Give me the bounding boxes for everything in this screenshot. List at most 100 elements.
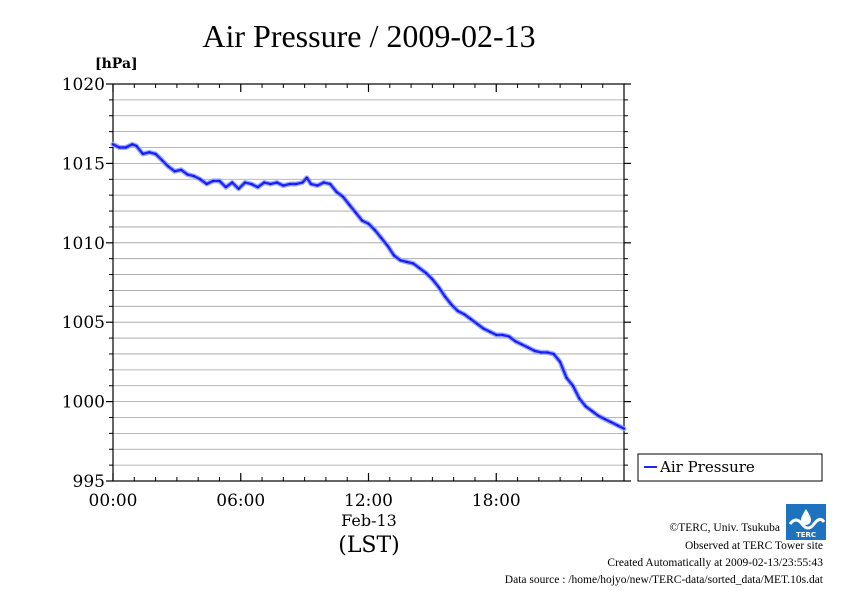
y-axis-unit-label: [hPa] xyxy=(95,56,138,72)
legend: Air Pressure xyxy=(637,453,823,482)
y-tick-label: 1000 xyxy=(62,393,105,413)
data-point xyxy=(282,184,285,187)
data-point xyxy=(301,181,304,184)
data-point xyxy=(173,170,176,173)
legend-label: Air Pressure xyxy=(659,458,755,476)
x-axis-ticks: 00:00 06:00 12:00 18:00 xyxy=(89,84,604,511)
data-point xyxy=(263,181,266,184)
x-tick-label: 12:00 xyxy=(344,491,393,511)
x-tick-label: 18:00 xyxy=(472,491,521,511)
series-line-air-pressure xyxy=(111,143,626,430)
data-point xyxy=(205,183,208,185)
data-point xyxy=(361,219,364,222)
data-point xyxy=(186,173,189,176)
data-point xyxy=(399,259,402,262)
x-tick-label: 06:00 xyxy=(216,491,265,511)
data-point xyxy=(124,146,127,149)
data-point xyxy=(288,183,291,185)
x-axis-timezone-label: (LST) xyxy=(338,533,400,558)
data-point xyxy=(425,272,427,274)
data-point xyxy=(373,229,376,231)
data-point xyxy=(603,418,606,420)
data-point xyxy=(482,327,485,330)
data-point xyxy=(310,183,312,185)
data-point xyxy=(431,278,434,281)
data-point xyxy=(540,351,542,354)
data-point xyxy=(597,414,600,417)
data-point xyxy=(237,187,240,190)
data-point xyxy=(520,343,523,346)
y-tick-label: 995 xyxy=(73,472,105,492)
y-tick-label: 1005 xyxy=(62,313,105,333)
data-point xyxy=(322,181,325,184)
plot-frame xyxy=(112,83,625,482)
terc-logo-text: TERC xyxy=(796,531,816,539)
data-point xyxy=(250,183,253,185)
data-point xyxy=(412,262,415,265)
data-point xyxy=(335,191,338,193)
data-point xyxy=(316,184,319,187)
copyright-text: ©TERC, Univ. Tsukuba xyxy=(670,522,780,534)
data-point xyxy=(244,181,246,184)
data-point xyxy=(584,405,587,408)
created-text: Created Automatically at 2009-02-13/23:5… xyxy=(607,557,823,569)
data-point xyxy=(167,165,170,168)
data-point xyxy=(527,346,530,349)
x-tick-label: 00:00 xyxy=(89,491,138,511)
data-point xyxy=(552,353,555,355)
data-point xyxy=(154,152,157,155)
data-point xyxy=(444,295,447,298)
data-point xyxy=(148,151,151,154)
data-point xyxy=(514,340,517,343)
data-point xyxy=(305,176,308,179)
observed-text: Observed at TERC Tower site xyxy=(685,540,823,552)
y-axis-ticks: 1020 1015 1010 1005 1000 995 xyxy=(62,75,631,492)
data-point xyxy=(572,384,574,387)
series-group xyxy=(110,141,627,432)
data-point xyxy=(616,424,619,427)
data-point xyxy=(256,186,259,189)
legend-box xyxy=(637,453,823,482)
data-point xyxy=(488,330,491,333)
data-point xyxy=(212,179,214,182)
y-tick-label: 1015 xyxy=(62,154,105,174)
data-point xyxy=(218,179,221,182)
terc-logo-icon: TERC xyxy=(786,504,826,540)
data-point xyxy=(463,313,466,316)
data-point xyxy=(405,260,408,263)
y-tick-label: 1010 xyxy=(62,234,105,254)
data-point xyxy=(131,143,134,146)
data-point xyxy=(591,410,593,413)
data-source-text: Data source : /home/hojyo/new/TERC-data/… xyxy=(505,574,824,586)
data-point xyxy=(112,143,114,146)
data-point xyxy=(610,421,613,424)
data-point xyxy=(348,203,351,206)
data-point xyxy=(269,183,272,185)
data-point xyxy=(386,245,389,247)
data-point xyxy=(199,178,202,181)
data-point xyxy=(450,303,453,306)
data-point xyxy=(476,322,478,325)
data-point xyxy=(501,334,504,336)
data-point xyxy=(180,168,183,171)
data-point xyxy=(231,181,234,184)
data-point xyxy=(354,211,357,214)
data-point xyxy=(380,237,383,239)
data-point xyxy=(118,146,121,149)
x-axis-date-label: Feb-13 xyxy=(341,511,397,530)
data-point xyxy=(418,267,421,270)
data-point xyxy=(559,361,562,363)
data-point xyxy=(295,183,298,185)
data-point xyxy=(495,334,498,336)
data-point xyxy=(342,195,344,198)
data-point xyxy=(141,152,144,155)
data-point xyxy=(276,181,278,184)
data-point xyxy=(193,175,195,178)
data-point xyxy=(469,318,472,320)
data-point xyxy=(224,186,227,189)
data-point xyxy=(565,376,568,379)
data-point xyxy=(135,145,138,147)
data-point xyxy=(457,310,459,312)
